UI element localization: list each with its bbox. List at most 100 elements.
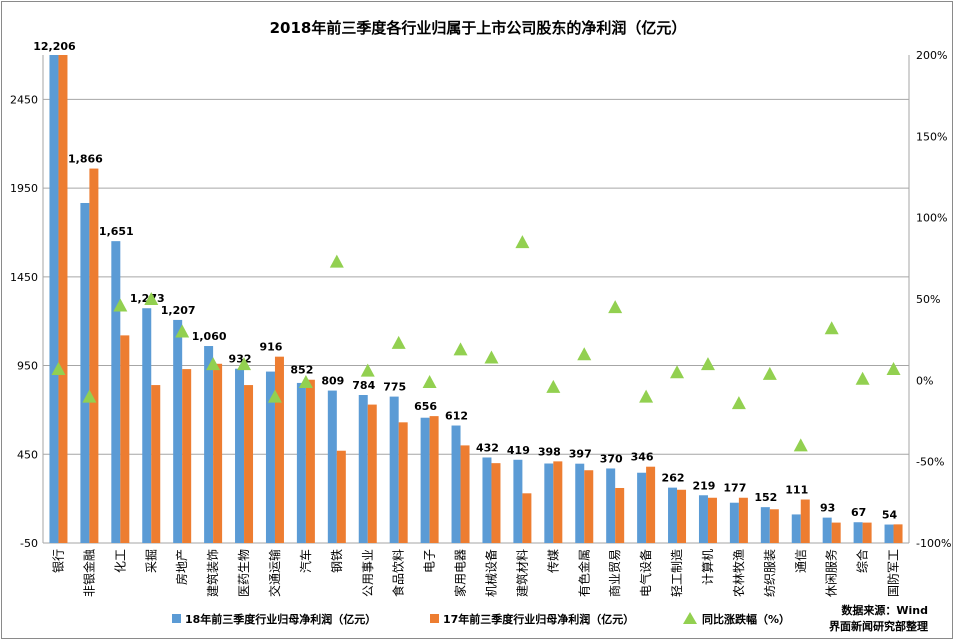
bar-2017 bbox=[151, 385, 161, 543]
bar-label: 852 bbox=[290, 364, 313, 377]
category-label: 综合 bbox=[855, 549, 870, 573]
bar-2017 bbox=[367, 404, 377, 543]
growth-marker bbox=[206, 357, 221, 371]
gridlines bbox=[42, 55, 910, 544]
bar-label: 809 bbox=[321, 375, 344, 388]
bar-2018 bbox=[575, 463, 585, 543]
bar-2017 bbox=[305, 379, 315, 543]
bar-2018 bbox=[173, 319, 183, 543]
category-label: 商业贸易 bbox=[607, 549, 622, 597]
bar-2017 bbox=[738, 497, 748, 543]
bar-label: 67 bbox=[851, 506, 866, 519]
growth-marker bbox=[144, 292, 159, 305]
bar-2017 bbox=[213, 363, 223, 543]
bar-2017 bbox=[553, 461, 563, 543]
bar-2018 bbox=[358, 395, 368, 543]
bar-2017 bbox=[58, 55, 68, 543]
category-label: 通信 bbox=[794, 549, 808, 573]
category-label: 休闲服务 bbox=[824, 549, 839, 597]
left-tick-label: 950 bbox=[17, 360, 38, 373]
bar-label: 54 bbox=[882, 508, 898, 521]
bar-2018 bbox=[327, 390, 337, 543]
growth-marker bbox=[360, 363, 375, 377]
bar-2018 bbox=[729, 502, 739, 543]
bar-2018 bbox=[389, 396, 399, 543]
growth-marker bbox=[267, 389, 282, 403]
left-tick-label: 1450 bbox=[10, 271, 38, 284]
bar-2018 bbox=[606, 468, 616, 543]
bar-label: 346 bbox=[631, 451, 654, 464]
growth-marker bbox=[515, 235, 530, 249]
bar-2017 bbox=[646, 466, 656, 543]
bar-label: 612 bbox=[445, 410, 468, 423]
bar-2017 bbox=[800, 499, 810, 543]
source-line-2: 界面新闻研究部整理 bbox=[829, 619, 928, 633]
category-label: 有色金属 bbox=[576, 549, 591, 597]
growth-marker bbox=[855, 371, 870, 385]
legend-swatch-2018 bbox=[172, 614, 181, 623]
bar-2018 bbox=[760, 507, 770, 543]
right-tick-label: 0% bbox=[916, 374, 933, 387]
bar-label: 177 bbox=[723, 482, 746, 495]
left-tick-label: -50 bbox=[20, 537, 38, 550]
category-label: 非银金融 bbox=[81, 549, 96, 597]
bar-2017 bbox=[336, 450, 346, 543]
bar-2018 bbox=[884, 524, 894, 543]
left-tick-label: 450 bbox=[17, 448, 38, 461]
growth-marker bbox=[577, 347, 592, 361]
right-tick-label: 100% bbox=[916, 212, 947, 225]
growth-marker bbox=[175, 324, 190, 338]
bar-label: 419 bbox=[507, 444, 530, 457]
bar-2018 bbox=[698, 495, 708, 543]
category-label: 化工 bbox=[113, 549, 127, 573]
bar-label: 219 bbox=[692, 479, 715, 492]
legend: 18年前三季度行业归母净利润（亿元） 17年前三季度行业归母净利润（亿元） 同比涨跌… bbox=[172, 612, 790, 626]
category-label: 食品饮料 bbox=[391, 549, 406, 597]
chart-title: 2018年前三季度各行业归属于上市公司股东的净利润（亿元） bbox=[270, 19, 687, 37]
bar-2018 bbox=[80, 202, 90, 544]
bar-2017 bbox=[244, 385, 254, 543]
right-tick-label: -50% bbox=[916, 456, 944, 469]
category-label: 医药生物 bbox=[237, 549, 251, 597]
growth-marker bbox=[329, 254, 344, 268]
bar-2018 bbox=[853, 522, 863, 543]
right-tick-label: -100% bbox=[916, 537, 951, 550]
bar-2017 bbox=[862, 522, 872, 543]
category-label: 国防军工 bbox=[886, 549, 901, 597]
growth-marker bbox=[422, 374, 437, 388]
bar-2018 bbox=[235, 368, 245, 543]
category-label: 纺织服装 bbox=[763, 549, 777, 597]
growth-marker bbox=[700, 357, 715, 371]
growth-marker bbox=[298, 374, 313, 388]
right-tick-label: 50% bbox=[916, 293, 940, 306]
category-label: 传媒 bbox=[545, 549, 560, 573]
growth-marker bbox=[886, 361, 901, 375]
bar-2018 bbox=[420, 417, 430, 543]
category-labels: 银行 非银金融 化工 采掘 房地产 建筑装饰 医药生物 交通运输 汽车 钢铁 公用事业 食品饮料 电子家… bbox=[51, 549, 900, 597]
growth-marker bbox=[546, 379, 561, 393]
growth-marker bbox=[639, 389, 654, 403]
category-label: 建筑装饰 bbox=[205, 549, 220, 597]
bar-label: 152 bbox=[754, 491, 777, 504]
legend-marker-growth bbox=[683, 612, 697, 624]
category-label: 电气设备 bbox=[638, 549, 653, 597]
bar-2018 bbox=[822, 517, 832, 543]
category-label: 银行 bbox=[51, 549, 65, 573]
bar-2017 bbox=[274, 356, 284, 543]
left-tick-label: 1950 bbox=[10, 182, 38, 195]
source-note: 数据来源：Wind 界面新闻研究部整理 bbox=[829, 603, 928, 633]
growth-marker bbox=[113, 298, 128, 312]
legend-label-2018: 18年前三季度行业归母净利润（亿元） bbox=[185, 612, 376, 626]
category-label: 轻工制造 bbox=[670, 549, 684, 597]
bar-label: 262 bbox=[662, 472, 685, 485]
bar-2018 bbox=[668, 487, 678, 543]
bar-label: 1,207 bbox=[161, 304, 196, 317]
growth-marker bbox=[762, 366, 777, 380]
growth-marker bbox=[453, 342, 468, 356]
bar-label: 12,206 bbox=[33, 40, 76, 53]
bar-2017 bbox=[707, 497, 717, 543]
bar-2018 bbox=[513, 459, 523, 543]
bar-2018 bbox=[482, 457, 492, 543]
growth-marker bbox=[82, 389, 97, 403]
